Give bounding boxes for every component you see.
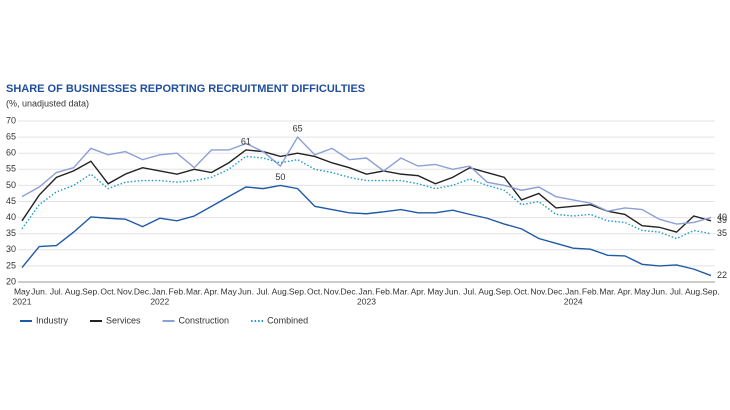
x-tick-label: Nov. <box>117 286 134 296</box>
y-tick-label: 50 <box>6 180 16 190</box>
x-tick-label: Sep. <box>289 286 307 296</box>
x-tick-label: Nov. <box>324 286 341 296</box>
series-line <box>21 155 712 240</box>
x-tick-label: Sep. <box>702 286 720 296</box>
data-label: 40 <box>717 212 727 222</box>
x-tick-label: Dec. <box>547 286 564 296</box>
x-tick-label: Oct. <box>514 286 530 296</box>
legend-label: Industry <box>36 315 69 325</box>
x-tick-label: Jun. <box>651 286 667 296</box>
x-tick-label: Nov. <box>530 286 547 296</box>
x-tick-label: Sep. <box>496 286 514 296</box>
x-tick-label: Apr. <box>411 286 426 296</box>
x-tick-label: Jun. <box>238 286 254 296</box>
x-year-label: 2021 <box>13 296 32 306</box>
x-tick-label: Mar. <box>393 286 410 296</box>
y-tick-label: 60 <box>6 148 16 158</box>
x-tick-label: Jan. <box>152 286 168 296</box>
x-year-label: 2024 <box>564 296 583 306</box>
chart-title: SHARE OF BUSINESSES REPORTING RECRUITMEN… <box>6 83 365 95</box>
data-label: 22 <box>717 270 727 280</box>
x-tick-label: Jul. <box>50 286 63 296</box>
x-tick-label: May <box>634 286 651 296</box>
x-tick-label: Aug. <box>685 286 703 296</box>
x-year-label: 2023 <box>357 296 376 306</box>
x-tick-label: Mar. <box>186 286 203 296</box>
x-tick-label: Dec. <box>341 286 358 296</box>
x-tick-label: Jul. <box>257 286 270 296</box>
x-year-label: 2022 <box>150 296 169 306</box>
y-tick-label: 25 <box>6 260 16 270</box>
x-tick-label: Apr. <box>204 286 219 296</box>
y-tick-label: 20 <box>6 276 16 286</box>
data-label: 35 <box>717 228 727 238</box>
y-tick-label: 40 <box>6 212 16 222</box>
data-label: 50 <box>275 172 285 182</box>
x-tick-label: Feb. <box>582 286 599 296</box>
chart-subtitle: (%, unadjusted data) <box>6 98 89 108</box>
series-line <box>21 135 712 225</box>
x-tick-label: Aug. <box>478 286 496 296</box>
x-tick-label: Apr. <box>617 286 632 296</box>
x-tick-label: Oct. <box>307 286 323 296</box>
series-line <box>21 149 712 233</box>
x-tick-label: Jan. <box>358 286 374 296</box>
x-tick-label: Jul. <box>463 286 476 296</box>
data-label: 65 <box>293 123 303 133</box>
x-tick-label: Dec. <box>134 286 151 296</box>
legend-label: Services <box>106 315 141 325</box>
x-tick-label: Jan. <box>565 286 581 296</box>
x-tick-label: Mar. <box>599 286 616 296</box>
x-tick-label: May <box>427 286 444 296</box>
y-tick-label: 70 <box>6 115 16 125</box>
x-tick-label: Jul. <box>670 286 683 296</box>
x-tick-label: Sep. <box>82 286 100 296</box>
y-tick-label: 55 <box>6 164 16 174</box>
legend-label: Construction <box>179 315 230 325</box>
data-label: 61 <box>241 136 251 146</box>
x-tick-label: Feb. <box>169 286 186 296</box>
data-label: 39 <box>717 215 727 225</box>
x-tick-label: Feb. <box>375 286 392 296</box>
x-tick-label: Aug. <box>65 286 83 296</box>
x-tick-label: May <box>221 286 238 296</box>
y-tick-label: 65 <box>6 131 16 141</box>
x-tick-label: Oct. <box>100 286 116 296</box>
legend-label: Combined <box>267 315 308 325</box>
x-tick-label: May <box>14 286 31 296</box>
series-line <box>21 184 712 277</box>
x-tick-label: Jun. <box>445 286 461 296</box>
y-tick-label: 45 <box>6 196 16 206</box>
x-tick-label: Jun. <box>31 286 47 296</box>
y-tick-label: 35 <box>6 228 16 238</box>
x-tick-label: Aug. <box>272 286 290 296</box>
y-tick-label: 30 <box>6 244 16 254</box>
